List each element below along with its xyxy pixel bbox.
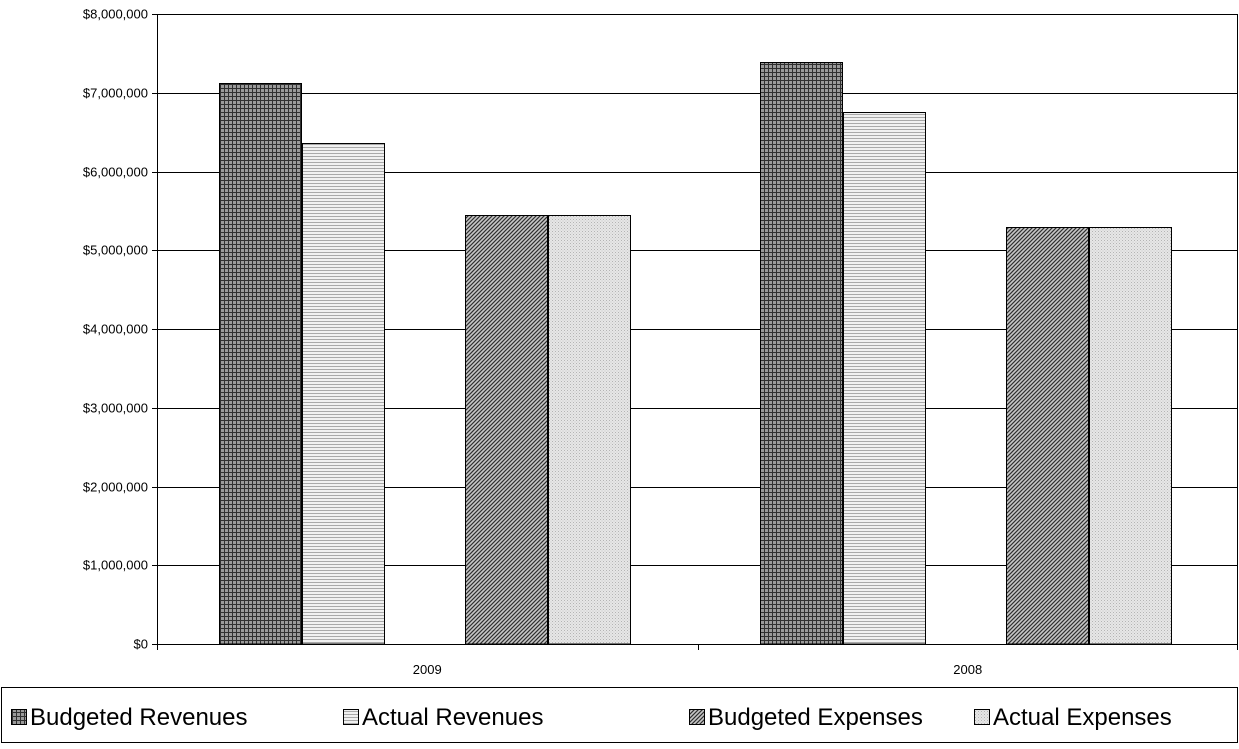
- legend-swatch: [11, 709, 27, 725]
- y-tick-label: $3,000,000: [83, 401, 148, 416]
- legend-label: Actual Expenses: [993, 704, 1172, 731]
- legend-swatch: [689, 709, 705, 725]
- legend-label: Budgeted Revenues: [30, 704, 248, 731]
- x-tick-label: 2008: [953, 662, 982, 677]
- y-tick-label: $4,000,000: [83, 322, 148, 337]
- y-tick-label: $5,000,000: [83, 243, 148, 258]
- bar-actual-expenses-2009: [548, 215, 631, 645]
- x-tick-label: 2009: [413, 662, 442, 677]
- legend-label: Actual Revenues: [362, 704, 543, 731]
- y-tick-label: $7,000,000: [83, 86, 148, 101]
- bar-budgeted-revenues-2009: [219, 83, 302, 645]
- legend-label: Budgeted Expenses: [708, 704, 923, 731]
- legend-swatch: [343, 709, 359, 725]
- legend: Budgeted Revenues Actual Revenues Budgeted…: [1, 687, 1238, 743]
- y-tick-label: $1,000,000: [83, 558, 148, 573]
- axes: $0 $1,000,000 $2,000,000 $3,000,000 $4,000,0…: [83, 7, 1238, 677]
- bar-actual-revenues-2009: [302, 143, 385, 645]
- bar-budgeted-expenses-2008: [1006, 227, 1089, 645]
- y-tick-label: $6,000,000: [83, 165, 148, 180]
- y-tick-label: $2,000,000: [83, 480, 148, 495]
- y-tick-label: $0: [134, 637, 148, 652]
- bar-budgeted-expenses-2009: [465, 215, 548, 645]
- y-tick-label: $8,000,000: [83, 7, 148, 22]
- bars: [219, 62, 1172, 645]
- bar-budgeted-revenues-2008: [760, 62, 843, 645]
- legend-box: [1, 687, 1238, 743]
- bar-actual-revenues-2008: [843, 112, 926, 645]
- bar-actual-expenses-2008: [1089, 227, 1172, 645]
- legend-swatch: [974, 709, 990, 725]
